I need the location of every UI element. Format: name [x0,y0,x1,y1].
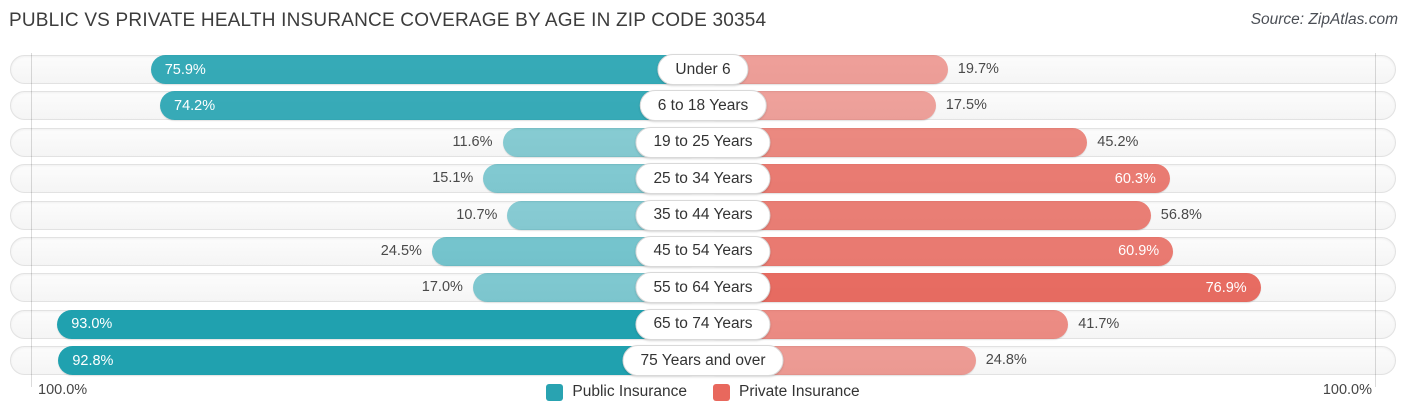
chart-row: 92.8% 24.8% 75 Years and over [10,345,1396,377]
chart-row: 17.0% 76.9% 55 to 64 Years [10,272,1396,304]
chart-footer: 100.0% Public Insurance Private Insuranc… [0,380,1406,404]
age-group-label: 35 to 44 Years [635,199,771,231]
private-value-label: 41.7% [1078,315,1120,332]
private-value-label: 56.8% [1160,206,1202,223]
legend: Public Insurance Private Insurance [0,380,1406,404]
legend-item-public: Public Insurance [546,383,687,401]
public-bar: 92.8% [58,346,703,376]
axis-label-left: 100.0% [38,382,88,398]
chart-row: 93.0% 41.7% 65 to 74 Years [10,308,1396,340]
public-value-label: 92.8% [72,352,114,369]
chart-row: 24.5% 60.9% 45 to 54 Years [10,235,1396,267]
private-bar: 60.3% [703,164,1170,194]
chart-row: 15.1% 60.3% 25 to 34 Years [10,163,1396,195]
age-group-label: 55 to 64 Years [635,272,771,304]
chart-row: 10.7% 56.8% 35 to 44 Years [10,199,1396,231]
public-value-label: 11.6% [452,133,493,150]
private-value-label: 17.5% [945,97,987,114]
age-group-label: 75 Years and over [622,345,784,377]
gridline-right [1375,53,1376,387]
age-group-label: 6 to 18 Years [639,90,767,122]
public-value-label: 15.1% [432,170,474,187]
age-group-label: 25 to 34 Years [635,163,771,195]
public-value-label: 17.0% [421,279,463,296]
chart-row: 74.2% 17.5% 6 to 18 Years [10,90,1396,122]
private-value-label: 60.9% [1118,243,1160,260]
private-value-label: 24.8% [985,352,1027,369]
private-bar [703,200,1151,230]
private-value-label: 19.7% [957,61,999,77]
public-value-label: 75.9% [164,61,206,78]
legend-label-public: Public Insurance [572,383,687,400]
age-group-label: 19 to 25 Years [635,126,771,158]
chart-rows-area: 75.9% 19.7% Under 6 74.2% 17.5% 6 to 18 Years… [10,53,1396,387]
private-value-label: 45.2% [1097,133,1139,150]
legend-label-private: Private Insurance [738,383,860,400]
public-value-label: 24.5% [380,242,422,259]
private-bar: 60.9% [703,236,1174,266]
age-group-label: 45 to 54 Years [635,235,771,267]
private-bar: 76.9% [703,273,1261,303]
public-value-label: 74.2% [174,97,216,114]
public-bar: 75.9% [150,55,703,84]
public-bar: 74.2% [160,91,703,121]
chart-title: PUBLIC VS PRIVATE HEALTH INSURANCE COVER… [9,10,767,31]
age-group-label: 65 to 74 Years [635,308,771,340]
public-insurance-swatch [546,383,564,401]
chart-row: 11.6% 45.2% 19 to 25 Years [10,126,1396,158]
public-value-label: 10.7% [456,206,498,223]
age-group-label: Under 6 [657,54,749,85]
public-bar: 93.0% [57,309,703,339]
public-value-label: 93.0% [71,316,113,333]
private-value-label: 76.9% [1205,279,1247,296]
private-value-label: 60.3% [1114,170,1156,187]
private-insurance-swatch [712,383,730,401]
source-attribution: Source: ZipAtlas.com [1250,11,1398,28]
axis-label-right: 100.0% [1322,382,1372,398]
legend-item-private: Private Insurance [712,383,860,401]
chart-header: PUBLIC VS PRIVATE HEALTH INSURANCE COVER… [0,0,1406,46]
gridline-left [31,53,32,387]
chart-row: 75.9% 19.7% Under 6 [10,54,1396,85]
